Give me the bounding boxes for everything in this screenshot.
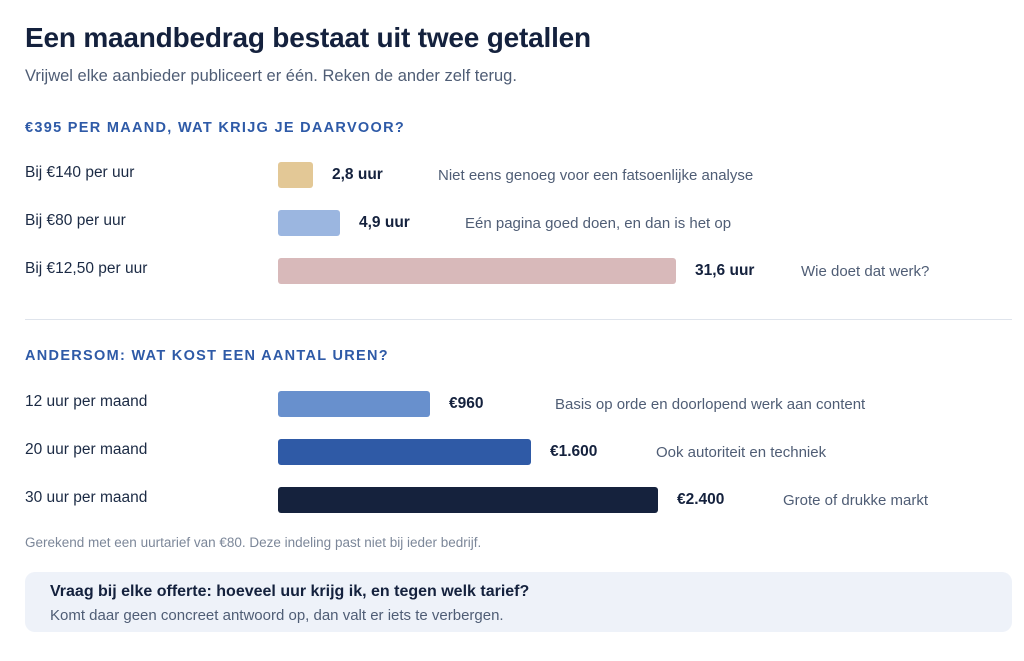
page-title: Een maandbedrag bestaat uit twee getalle… (25, 22, 591, 53)
bar-value-label: €1.600 (550, 443, 598, 460)
bar-note: Wie doet dat werk? (801, 263, 930, 280)
row-label: 20 uur per maand (25, 441, 148, 458)
bar (278, 487, 658, 513)
bar (278, 439, 531, 465)
section-heading: ANDERSOM: WAT KOST EEN AANTAL UREN? (25, 348, 389, 364)
section-divider (25, 319, 1012, 320)
bar (278, 391, 430, 417)
row-label: Bij €80 per uur (25, 212, 126, 229)
row-label: 30 uur per maand (25, 489, 148, 506)
footnote: Gerekend met een uurtarief van €80. Deze… (25, 535, 482, 550)
bar-note: Grote of drukke markt (783, 492, 929, 509)
bar-value-label: 4,9 uur (359, 214, 410, 231)
bar (278, 210, 340, 236)
callout-title: Vraag bij elke offerte: hoeveel uur krij… (50, 583, 530, 600)
bar (278, 162, 313, 188)
bar-note: Ook autoriteit en techniek (656, 444, 827, 461)
bar-note: Basis op orde en doorlopend werk aan con… (555, 396, 866, 413)
row-label: 12 uur per maand (25, 393, 148, 410)
row-label: Bij €140 per uur (25, 164, 135, 181)
callout-text: Komt daar geen concreet antwoord op, dan… (50, 607, 504, 624)
callout-box: Vraag bij elke offerte: hoeveel uur krij… (25, 572, 1012, 632)
bar-value-label: €960 (449, 395, 484, 412)
page-subtitle: Vrijwel elke aanbieder publiceert er één… (25, 67, 517, 85)
bar-value-label: €2.400 (677, 491, 725, 508)
bar-note: Niet eens genoeg voor een fatsoenlijke a… (438, 167, 754, 184)
section-heading: €395 PER MAAND, WAT KRIJG JE DAARVOOR? (25, 120, 406, 136)
bar-note: Eén pagina goed doen, en dan is het op (465, 215, 732, 232)
bar-value-label: 31,6 uur (695, 262, 755, 279)
bar (278, 258, 676, 284)
row-label: Bij €12,50 per uur (25, 260, 148, 277)
bar-value-label: 2,8 uur (332, 166, 383, 183)
